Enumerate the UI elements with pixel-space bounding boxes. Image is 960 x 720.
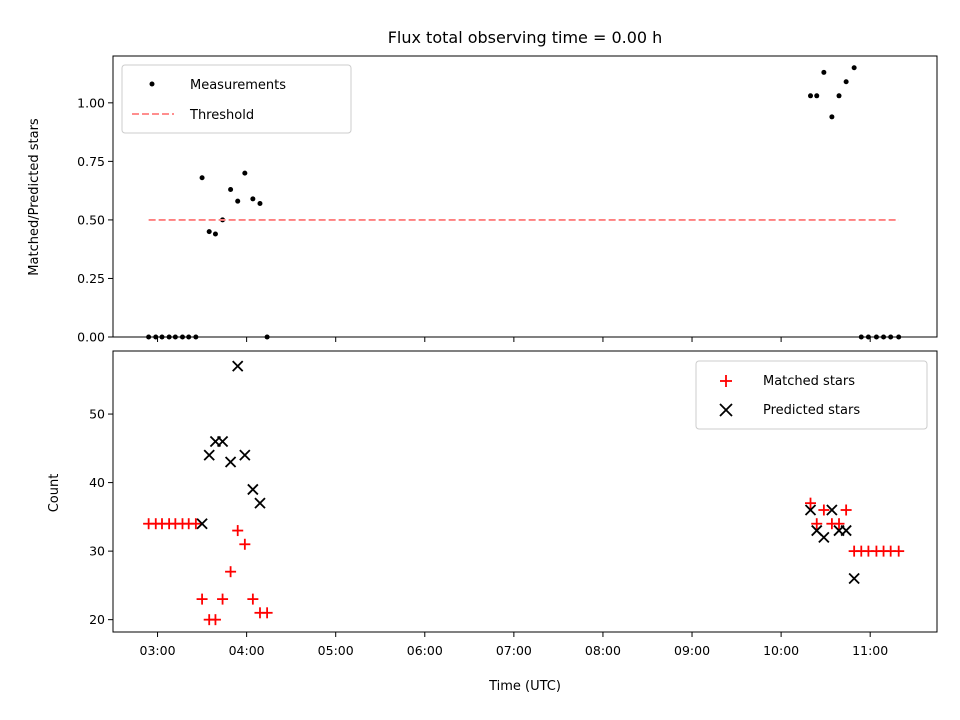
predicted-stars-point [203, 449, 215, 461]
measurement-point [257, 201, 263, 207]
predicted-stars-point [826, 504, 838, 516]
count-legend-box [695, 360, 928, 430]
count-y-ticks: 20 30 40 50 [89, 407, 113, 627]
x-tick-label: 05:00 [318, 643, 354, 658]
matched-stars-point [893, 545, 905, 557]
count-axes-frame [112, 350, 938, 633]
predicted-stars-legend-marker [719, 403, 733, 417]
ratio-marks [146, 65, 902, 340]
matched-stars-point [818, 504, 830, 516]
x-tick-label: 06:00 [407, 643, 443, 658]
matched-stars-point [196, 593, 208, 605]
measurement-point [851, 65, 857, 71]
measurement-point [235, 198, 241, 204]
matched-stars-point [247, 593, 259, 605]
matched-stars-point [209, 614, 221, 626]
ratio-legend: Measurements Threshold [121, 64, 352, 134]
y-tick-label: 50 [89, 407, 105, 422]
count-legend: Matched stars Predicted stars [695, 360, 928, 430]
count-panel: Count Time (UTC) 20 30 40 50 03:00 04:00 05:0… [47, 350, 938, 694]
predicted-stars-point [818, 531, 830, 544]
measurement-point [228, 186, 234, 192]
y-tick-label: 0.75 [77, 154, 105, 169]
ratio-legend-box [121, 64, 352, 134]
matched-stars-point [190, 518, 202, 530]
measurements-legend-label: Measurements [190, 78, 286, 93]
predicted-stars-point [224, 456, 237, 468]
matched-stars-point [840, 504, 852, 516]
ratio-y-ticks: 0.00 0.25 0.50 0.75 1.00 [77, 95, 113, 345]
x-tick-label: 03:00 [140, 643, 176, 658]
matched-stars-legend-label: Matched stars [763, 374, 855, 389]
measurement-point [206, 229, 212, 235]
predicted-stars-point [216, 435, 229, 448]
measurement-point [199, 175, 205, 181]
matched-stars-point [225, 566, 237, 578]
matched-stars-point [239, 538, 251, 550]
measurement-point [821, 69, 827, 75]
measurement-point [829, 114, 835, 120]
predicted-stars-point [239, 449, 251, 461]
predicted-stars-point [196, 518, 208, 530]
measurements-legend-marker [149, 81, 155, 87]
ratio-axes-frame [112, 55, 938, 338]
y-tick-label: 0.25 [77, 271, 105, 286]
x-tick-label: 08:00 [585, 643, 621, 658]
y-tick-label: 1.00 [77, 95, 105, 110]
measurement-point [808, 93, 814, 99]
matched-stars-point [811, 518, 823, 530]
predicted-stars-point [840, 524, 852, 537]
ratio-x-ticks [157, 337, 871, 342]
predicted-stars-point [247, 483, 259, 496]
measurement-point [836, 93, 842, 99]
predicted-stars-legend-label: Predicted stars [763, 403, 860, 418]
matched-stars-legend-marker [720, 375, 732, 387]
measurement-point [843, 79, 849, 85]
x-tick-label: 07:00 [496, 643, 532, 658]
measurement-point [212, 231, 218, 237]
chart-title: Flux total observing time = 0.00 h [388, 28, 663, 47]
predicted-stars-point [804, 504, 817, 516]
y-tick-label: 0.50 [77, 212, 105, 227]
y-tick-label: 20 [89, 612, 105, 627]
y-tick-label: 0.00 [77, 330, 105, 345]
x-tick-label: 04:00 [229, 643, 265, 658]
measurement-point [250, 196, 256, 202]
x-tick-label: 10:00 [763, 643, 799, 658]
count-y-axis-label: Count [47, 474, 62, 513]
ratio-y-axis-label: Matched/Predicted stars [27, 118, 42, 276]
matched-stars-point [833, 518, 845, 530]
x-tick-label: 09:00 [674, 643, 710, 658]
count-marks [143, 360, 905, 626]
measurement-point [814, 93, 820, 99]
x-tick-label: 11:00 [852, 643, 888, 658]
count-x-ticks: 03:00 04:00 05:00 06:00 07:00 08:00 09:00 10:00… [140, 632, 888, 658]
matched-stars-point [232, 525, 244, 537]
matched-stars-point [805, 497, 817, 509]
y-tick-label: 30 [89, 544, 105, 559]
matched-stars-point [261, 607, 273, 619]
y-tick-label: 40 [89, 475, 105, 490]
predicted-stars-point [254, 497, 266, 509]
predicted-stars-point [848, 572, 860, 585]
matched-stars-point [217, 593, 229, 605]
x-axis-label: Time (UTC) [488, 679, 561, 694]
threshold-legend-label: Threshold [189, 108, 254, 123]
measurement-point [242, 170, 248, 176]
ratio-panel: Flux total observing time = 0.00 h Match… [27, 28, 938, 345]
predicted-stars-point [232, 360, 244, 372]
